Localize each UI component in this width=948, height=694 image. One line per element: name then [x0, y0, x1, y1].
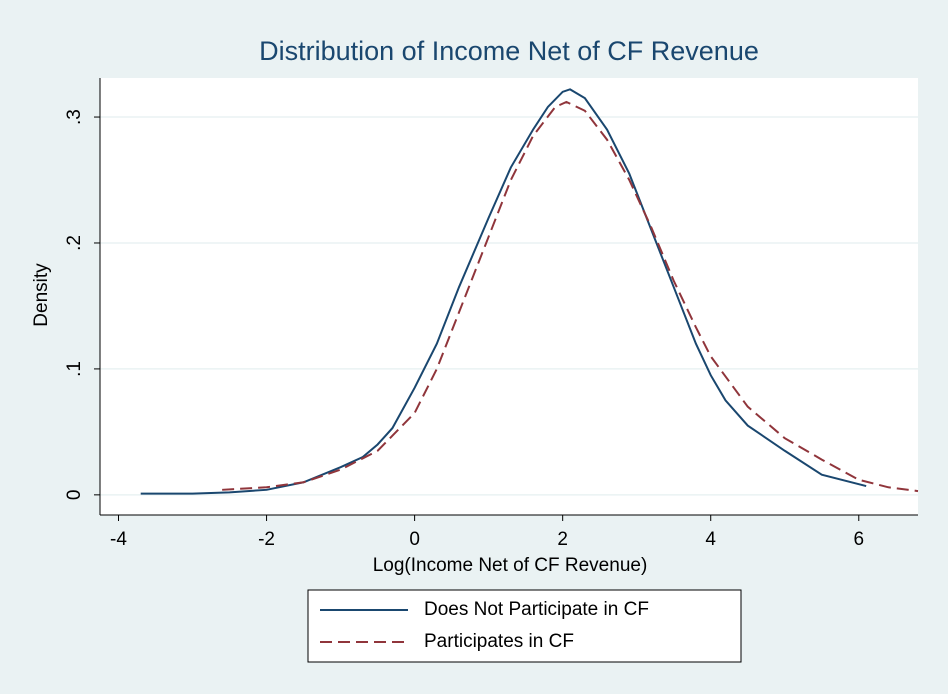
legend-label: Does Not Participate in CF: [424, 599, 649, 620]
x-tick-label: 2: [557, 529, 568, 550]
y-tick-label: 0: [64, 490, 85, 501]
x-tick-label: 4: [705, 529, 716, 550]
chart-title: Distribution of Income Net of CF Revenue: [259, 36, 759, 66]
line-series: [140, 88, 867, 495]
y-tick-label: .3: [64, 109, 85, 125]
y-tick-label: .2: [64, 235, 85, 251]
legend-box: [307, 589, 742, 663]
legend-label: Participates in CF: [424, 631, 574, 652]
x-tick-label: 6: [853, 529, 864, 550]
x-tick-label: -2: [258, 529, 275, 550]
x-tick-label: -4: [110, 529, 127, 550]
x-axis-label: Log(Income Net of CF Revenue): [373, 555, 648, 576]
x-tick-label: 0: [409, 529, 420, 550]
y-tick-label: .1: [64, 361, 85, 377]
line-series: [222, 100, 919, 493]
plot-area: [100, 78, 918, 515]
y-axis-label: Density: [31, 263, 52, 327]
